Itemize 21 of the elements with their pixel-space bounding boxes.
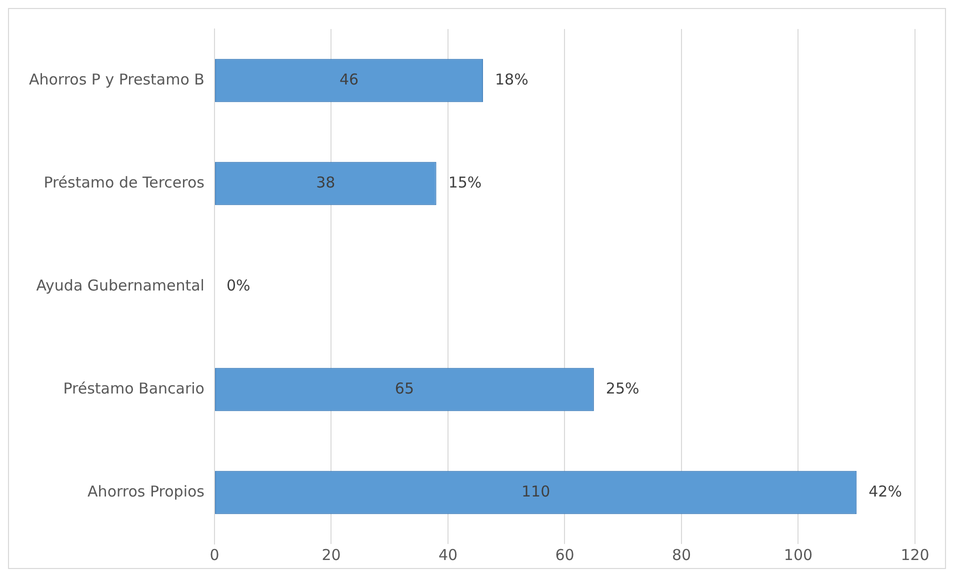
data-label: 38 xyxy=(316,173,336,192)
data-label: 65 xyxy=(394,379,414,398)
y-tick-label: Préstamo Bancario xyxy=(63,379,204,398)
y-tick-label: Préstamo de Terceros xyxy=(44,173,205,192)
annotation: 25% xyxy=(606,379,640,398)
y-tick-label: Ahorros P y Prestamo B xyxy=(28,70,204,88)
x-tick-label: 80 xyxy=(672,546,692,564)
annotation: 18% xyxy=(495,70,528,88)
y-tick-label: Ahorros Propios xyxy=(88,482,205,500)
x-tick-label: 100 xyxy=(784,546,813,564)
y-tick-label: Ayuda Gubernamental xyxy=(36,276,204,294)
x-tick-label: 0 xyxy=(210,546,220,564)
data-label: 110 xyxy=(521,482,550,500)
annotation: 42% xyxy=(868,482,902,500)
x-tick-label: 40 xyxy=(438,546,458,564)
x-tick-label: 120 xyxy=(900,546,930,564)
x-tick-label: 60 xyxy=(555,546,574,564)
annotation: 15% xyxy=(448,173,482,192)
data-label: 46 xyxy=(339,70,359,88)
annotation: 0% xyxy=(226,276,250,294)
x-tick-label: 20 xyxy=(322,546,341,564)
